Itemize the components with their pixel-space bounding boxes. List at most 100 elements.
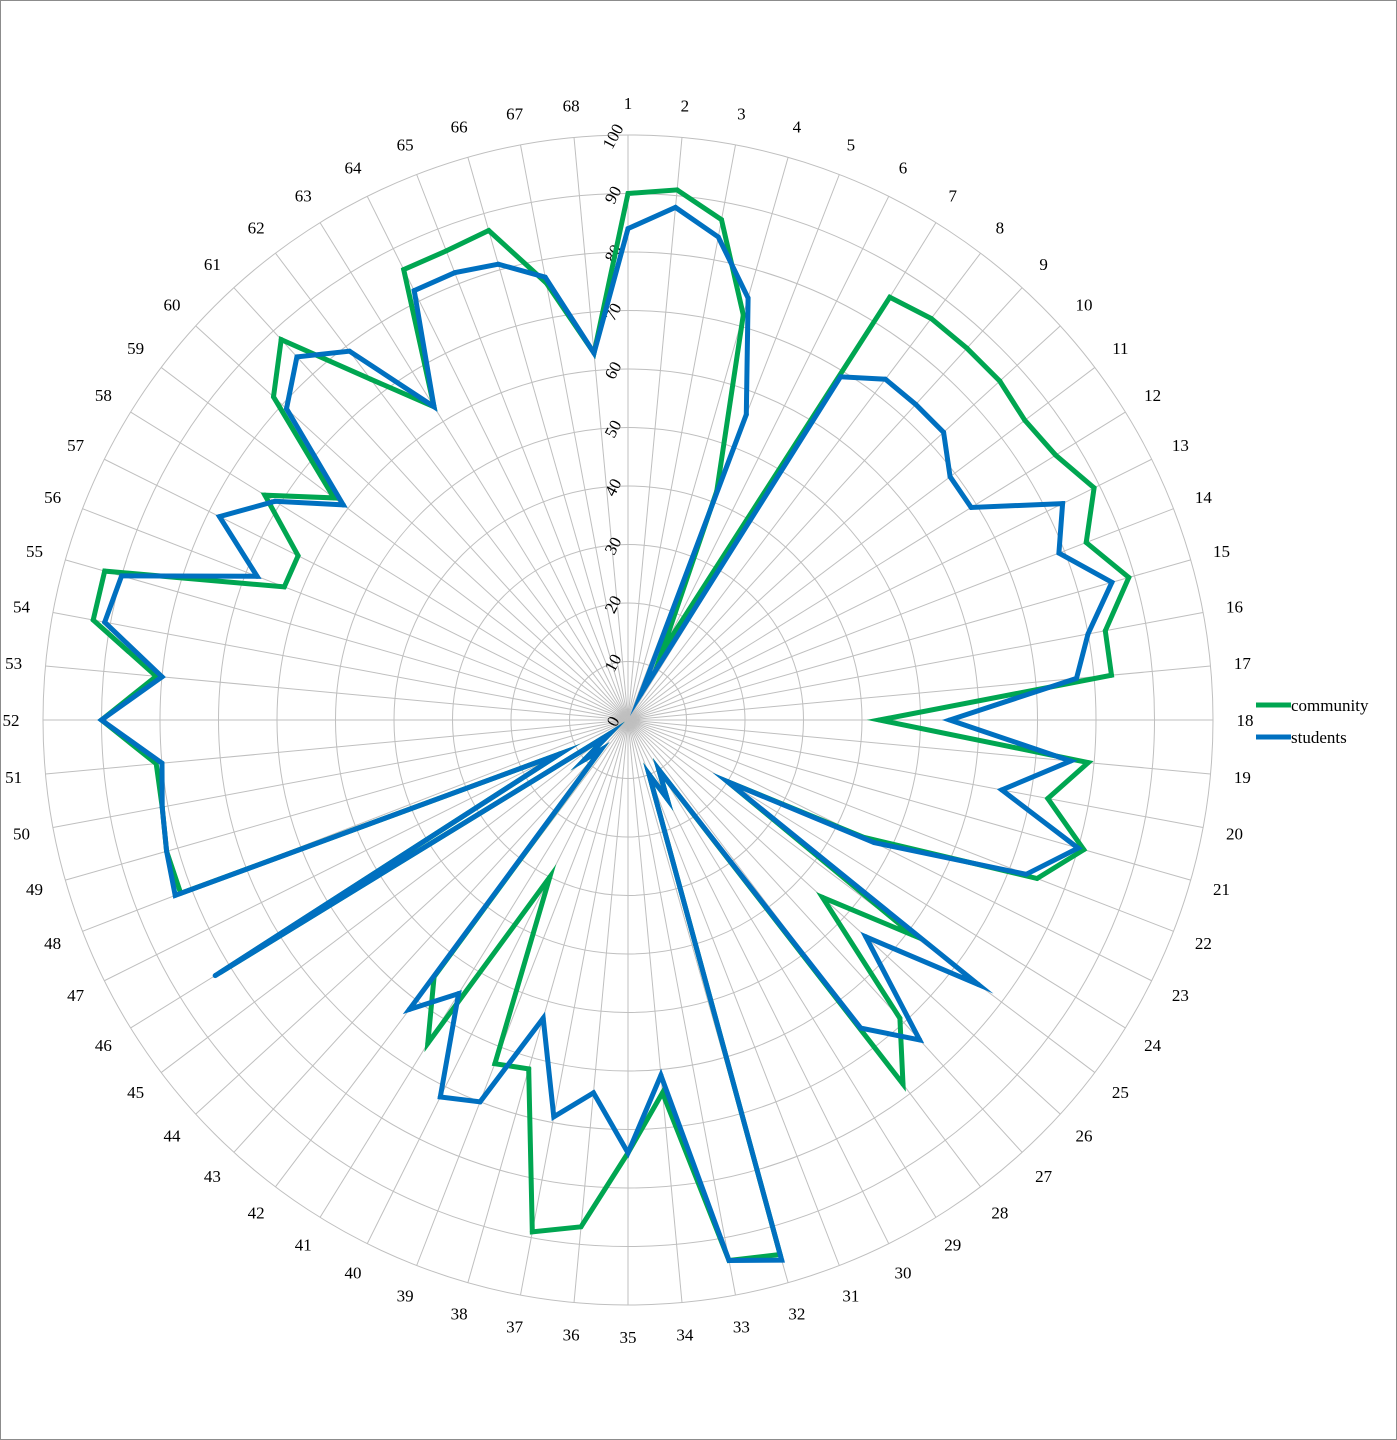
grid-spoke: [627, 719, 1061, 1115]
data-point: [871, 840, 877, 846]
category-label: 2: [681, 97, 690, 116]
grid-spoke: [52, 719, 629, 828]
data-point: [452, 270, 458, 276]
data-point: [590, 1090, 596, 1096]
data-point: [877, 717, 883, 723]
grid-spoke: [627, 367, 1096, 721]
category-label: 38: [451, 1304, 468, 1323]
grid-spoke: [627, 719, 1152, 982]
data-point: [1022, 417, 1028, 423]
grid-spoke: [319, 719, 629, 1218]
data-point: [551, 1114, 557, 1120]
radial-tick-label: 50: [601, 417, 626, 441]
category-label: 1: [624, 94, 633, 113]
data-point: [557, 751, 563, 757]
data-point: [401, 267, 407, 273]
category-label: 46: [95, 1036, 112, 1055]
grid-spoke: [82, 508, 629, 721]
radial-tick-label: 90: [601, 183, 626, 207]
data-point: [102, 619, 108, 625]
data-point: [897, 1015, 903, 1021]
data-point: [262, 492, 268, 498]
data-point: [159, 674, 165, 680]
data-point: [724, 779, 730, 785]
data-point: [638, 691, 644, 697]
category-label: 56: [44, 488, 61, 507]
category-label: 26: [1075, 1127, 1092, 1146]
data-point: [745, 295, 751, 301]
category-label: 37: [506, 1317, 524, 1336]
grid-spoke: [319, 222, 629, 721]
data-point: [540, 1015, 546, 1021]
grid-spoke: [627, 719, 736, 1296]
data-point: [477, 1099, 483, 1105]
category-label: 30: [895, 1263, 912, 1282]
category-label: 43: [204, 1167, 221, 1186]
grid-spoke: [366, 719, 629, 1244]
data-point: [547, 874, 553, 880]
category-label: 24: [1144, 1036, 1162, 1055]
data-point: [887, 294, 893, 300]
data-point: [947, 474, 953, 480]
grid-spoke: [627, 508, 1174, 721]
grid-spoke: [520, 719, 629, 1296]
data-point: [159, 760, 165, 766]
data-point: [1068, 758, 1074, 764]
category-label: 8: [996, 219, 1005, 238]
category-label: 12: [1144, 386, 1161, 405]
data-point: [272, 498, 278, 504]
grid-spoke: [467, 157, 629, 721]
grid-spoke: [627, 252, 981, 721]
data-point: [254, 573, 260, 579]
grid-spoke: [45, 719, 629, 775]
data-point: [1083, 539, 1089, 545]
data-point: [1091, 485, 1097, 491]
data-point: [331, 495, 337, 501]
data-point: [743, 412, 749, 418]
data-point: [492, 1061, 498, 1067]
radial-tick-label: 60: [601, 358, 626, 382]
radial-tick-label: 10: [601, 651, 626, 675]
data-point: [820, 894, 826, 900]
data-point: [283, 406, 289, 412]
data-point: [715, 234, 721, 240]
category-label: 65: [397, 136, 414, 155]
data-point: [578, 1224, 584, 1230]
category-label: 15: [1213, 542, 1230, 561]
data-point: [1102, 628, 1108, 634]
category-label: 13: [1172, 436, 1189, 455]
category-label: 16: [1226, 598, 1243, 617]
category-label: 67: [506, 105, 524, 124]
grid-spoke: [130, 411, 629, 721]
data-point: [164, 848, 170, 854]
data-point: [495, 261, 501, 267]
category-label: 61: [204, 255, 221, 274]
category-label: 33: [733, 1317, 750, 1336]
category-label: 4: [793, 118, 802, 137]
data-point: [858, 1025, 864, 1031]
category-label: 49: [26, 880, 43, 899]
category-label: 59: [127, 339, 144, 358]
data-point: [1034, 875, 1040, 881]
radial-tick-label: 40: [601, 475, 626, 499]
category-label: 32: [788, 1304, 805, 1323]
data-point: [968, 505, 974, 511]
data-point: [658, 1072, 664, 1078]
data-point: [1074, 675, 1080, 681]
data-point: [1081, 847, 1087, 853]
category-label: 31: [842, 1286, 859, 1305]
grid-spoke: [627, 559, 1191, 721]
data-point: [947, 717, 953, 723]
data-point: [1126, 575, 1132, 581]
category-label: 53: [5, 654, 22, 673]
data-point: [346, 348, 352, 354]
grid-spoke: [627, 719, 937, 1218]
grid-spoke: [233, 719, 629, 1153]
data-point: [863, 934, 869, 940]
legend-label-community: community: [1291, 696, 1369, 715]
data-point: [411, 288, 417, 294]
data-point: [917, 1037, 923, 1043]
category-label: 7: [949, 186, 958, 205]
data-point: [443, 248, 449, 254]
